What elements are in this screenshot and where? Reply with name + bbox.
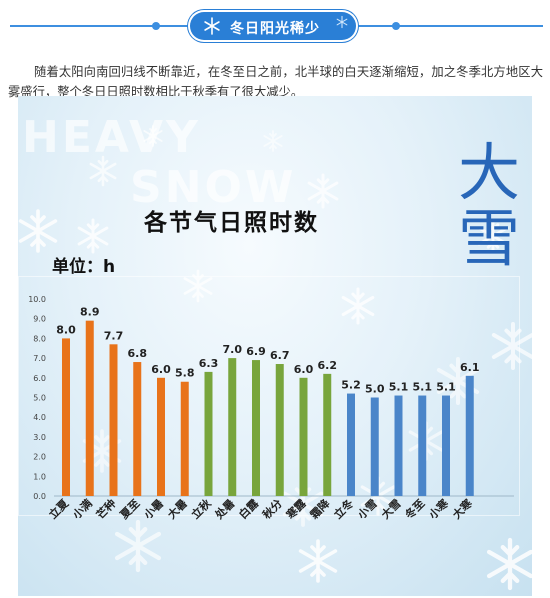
y-tick-label: 8.0: [33, 334, 46, 343]
x-tick-label: 立冬: [331, 496, 356, 521]
plot-area-frame: [18, 276, 520, 516]
y-tick-label: 0.0: [33, 492, 46, 501]
data-label: 5.2: [341, 379, 361, 392]
bar-chart: 0.0 1.0 2.0 3.0 4.0 5.0 6.0 7.0 8.0 9.0 10.0 8.0 立夏 8…: [28, 295, 514, 523]
data-label: 5.8: [175, 367, 195, 380]
intro-paragraph: 随着太阳向南回归线不断靠近，在冬至日之前，北半球的白天逐渐缩短，加之冬季北方地区…: [8, 65, 543, 100]
bar: [180, 381, 189, 496]
y-tick-label: 10.0: [28, 295, 46, 304]
data-label: 6.8: [128, 347, 148, 360]
x-tick-label: 夏至: [118, 497, 143, 522]
data-label: 6.3: [199, 357, 219, 370]
data-label: 7.0: [223, 343, 243, 356]
bar: [109, 344, 118, 496]
solar-term-char-xue: 雪: [458, 202, 521, 275]
y-tick-label: 1.0: [33, 472, 46, 481]
snowflake-icon: [336, 15, 348, 29]
y-tick-label: 6.0: [33, 374, 46, 383]
bar: [275, 364, 284, 496]
x-tick-label: 小雪: [354, 496, 380, 522]
solar-term-char-da: 大: [458, 136, 521, 209]
bar: [418, 395, 427, 496]
x-tick-label: 立秋: [188, 496, 214, 522]
chart-poster: HEAVY SNOW 大 雪 各节气日照时数 单位：h 0.0 1.0 2.0 3.0…: [18, 96, 532, 596]
header-dot-left: [152, 22, 160, 30]
data-label: 7.7: [104, 329, 124, 342]
y-tick-label: 5.0: [33, 394, 46, 403]
bar: [442, 395, 450, 496]
unit-label: 单位：h: [52, 257, 116, 277]
header-divider-right: [358, 25, 543, 27]
bar: [299, 377, 308, 496]
x-tick-label: 大暑: [164, 496, 189, 521]
data-label: 5.1: [389, 381, 409, 394]
data-label: 6.1: [460, 361, 480, 374]
bar: [228, 358, 237, 496]
background-word-heavy: HEAVY: [22, 112, 201, 163]
bar: [323, 373, 332, 496]
x-tick-label: 大寒: [449, 496, 475, 522]
data-label: 5.0: [365, 383, 385, 396]
data-label: 6.2: [318, 359, 338, 372]
y-tick-label: 2.0: [33, 453, 46, 462]
background-word-snow: SNOW: [130, 162, 297, 213]
bar: [85, 320, 94, 496]
bar: [157, 377, 165, 496]
x-tick-label: 冬至: [402, 496, 427, 521]
data-label: 6.9: [246, 345, 266, 358]
bar: [204, 371, 213, 496]
x-tick-label: 立夏: [46, 496, 72, 522]
data-label: 6.0: [151, 363, 171, 376]
y-tick-label: 4.0: [33, 413, 46, 422]
x-tick-label: 白露: [236, 496, 262, 522]
x-tick-label: 寒露: [282, 496, 309, 523]
bar: [370, 397, 379, 496]
x-tick-label: 芒种: [93, 496, 118, 521]
bar: [252, 360, 260, 496]
bar: [62, 338, 70, 496]
bar: [465, 375, 474, 496]
x-tick-label: 处暑: [211, 496, 237, 522]
chart-title: 各节气日照时数: [144, 210, 319, 236]
data-label: 6.7: [270, 349, 290, 362]
data-label: 6.0: [294, 363, 314, 376]
x-tick-label: 小寒: [425, 496, 452, 523]
y-tick-label: 9.0: [33, 315, 46, 324]
data-label: 5.1: [436, 381, 456, 394]
header-divider-left: [10, 25, 190, 27]
data-label: 8.0: [56, 323, 76, 336]
bar: [133, 362, 142, 496]
x-tick-label: 霜降: [306, 496, 333, 523]
header-dot-right: [392, 22, 400, 30]
snowflake-icon: [204, 17, 220, 35]
bar: [347, 393, 355, 496]
x-tick-label: 小暑: [140, 496, 166, 522]
x-tick-label: 秋分: [259, 496, 284, 521]
section-header: 冬日阳光稀少: [190, 12, 356, 40]
data-label: 8.9: [80, 306, 100, 319]
section-title: 冬日阳光稀少: [230, 21, 320, 37]
y-tick-label: 3.0: [33, 433, 46, 442]
y-tick-label: 7.0: [33, 354, 46, 363]
data-label: 5.1: [413, 381, 433, 394]
x-tick-label: 大雪: [378, 496, 403, 521]
bar: [394, 395, 403, 496]
x-tick-label: 小满: [69, 496, 95, 522]
